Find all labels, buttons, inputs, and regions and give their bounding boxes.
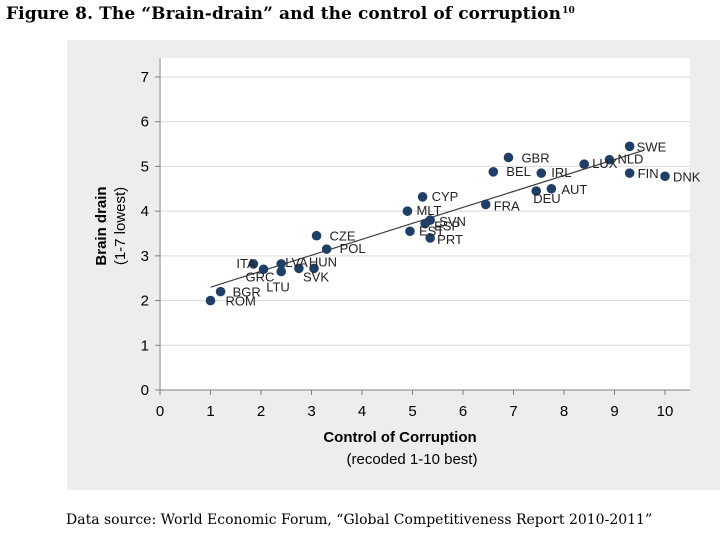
point-label-irl: IRL [551,165,571,180]
point-label-aut: AUT [561,182,587,197]
point-label-ita: ITA [236,256,256,271]
point-ltu [276,266,286,277]
x-tick-label-5: 5 [408,403,416,420]
point-label-bel: BEL [506,164,531,179]
point-esp [420,218,430,229]
point-cyp [417,192,428,202]
point-irl [536,168,547,178]
point-label-svn: SVN [439,214,466,229]
point-label-cze: CZE [330,229,356,244]
data-source-note: Data source: World Economic Forum, “Glob… [66,512,653,528]
point-label-pol: POL [340,241,366,256]
point-label-cyp: CYP [432,189,459,204]
point-label-esp: ESP [434,219,460,234]
figure-title: Figure 8. The “Brain-drain” and the cont… [6,4,575,24]
point-label-lva: LVA [285,255,308,270]
point-label-prt: PRT [437,232,463,247]
y-tick-label-7: 7 [141,69,149,86]
x-tick-label-1: 1 [206,403,214,420]
point-lva [276,259,286,269]
x-axis-subtitle: (recoded 1-10 best) [347,451,478,468]
chart-panel: 0 1 2 3 4 5 6 7 0 1 2 3 4 5 6 7 8 9 10 SWE LUX NLD FIN DNK GBR… [67,40,720,490]
point-label-ltu: LTU [266,280,290,295]
point-fra [480,199,491,210]
point-ita [248,259,259,269]
y-tick-label-3: 3 [141,248,149,265]
point-label-est: EST [419,223,444,238]
axes [155,58,690,395]
point-label-svk: SVK [303,269,329,284]
point-label-grc: GRC [246,269,275,284]
point-grc [258,264,269,275]
x-tick-label-0: 0 [156,403,164,420]
x-tick-label-7: 7 [509,403,517,420]
point-label-lux: LUX [592,156,618,171]
point-nld [604,154,615,165]
point-label-rom: ROM [226,294,256,309]
point-rom [205,295,216,306]
point-deu [531,186,542,196]
point-label-fin: FIN [638,166,659,181]
point-cze [311,230,322,241]
footnote-marker: 10 [562,6,575,16]
x-axis-title: Control of Corruption [323,429,476,446]
gridlines [160,76,690,346]
y-tick-label-2: 2 [141,293,149,310]
x-tick-label-6: 6 [459,403,467,420]
x-tick-label-8: 8 [560,403,568,420]
point-label-fra: FRA [494,198,520,213]
point-fin [624,168,635,178]
point-label-deu: DEU [533,191,560,206]
point-pol [321,244,332,254]
y-tick-label-0: 0 [141,382,149,399]
x-tick-label-3: 3 [307,403,315,420]
x-tick-label-4: 4 [358,403,366,420]
x-tick-label-10: 10 [657,403,674,420]
point-hun [294,263,304,274]
x-tick-labels: 0 1 2 3 4 5 6 7 8 9 10 [156,403,674,420]
point-label-gbr: GBR [521,150,549,165]
y-axis-title: Brain drain [93,186,110,265]
y-tick-label-6: 6 [141,114,149,131]
x-tick-label-2: 2 [257,403,265,420]
point-label-dnk: DNK [673,169,701,184]
data-points [205,141,670,306]
point-est [405,226,415,237]
point-label-bgr: BGR [233,285,261,300]
point-lux [579,159,589,169]
point-label-swe: SWE [637,139,667,154]
point-bel [488,166,499,177]
y-axis-subtitle: (1-7 lowest) [112,187,129,265]
x-tick-label-9: 9 [610,403,618,420]
point-svk [309,263,319,274]
point-dnk [660,171,670,182]
point-gbr [503,152,514,163]
point-label-hun: HUN [309,254,337,269]
point-label-nld: NLD [617,152,643,167]
y-tick-label-1: 1 [141,337,149,354]
y-tick-labels: 0 1 2 3 4 5 6 7 [141,69,149,399]
point-swe [624,141,635,152]
point-aut [546,183,557,194]
figure-title-text: Figure 8. The “Brain-drain” and the cont… [6,4,562,24]
y-tick-label-5: 5 [141,158,149,175]
point-mlt [402,206,413,216]
point-bgr [215,286,226,297]
point-prt [425,233,435,243]
point-label-mlt: MLT [416,203,441,218]
y-tick-label-4: 4 [141,203,149,220]
